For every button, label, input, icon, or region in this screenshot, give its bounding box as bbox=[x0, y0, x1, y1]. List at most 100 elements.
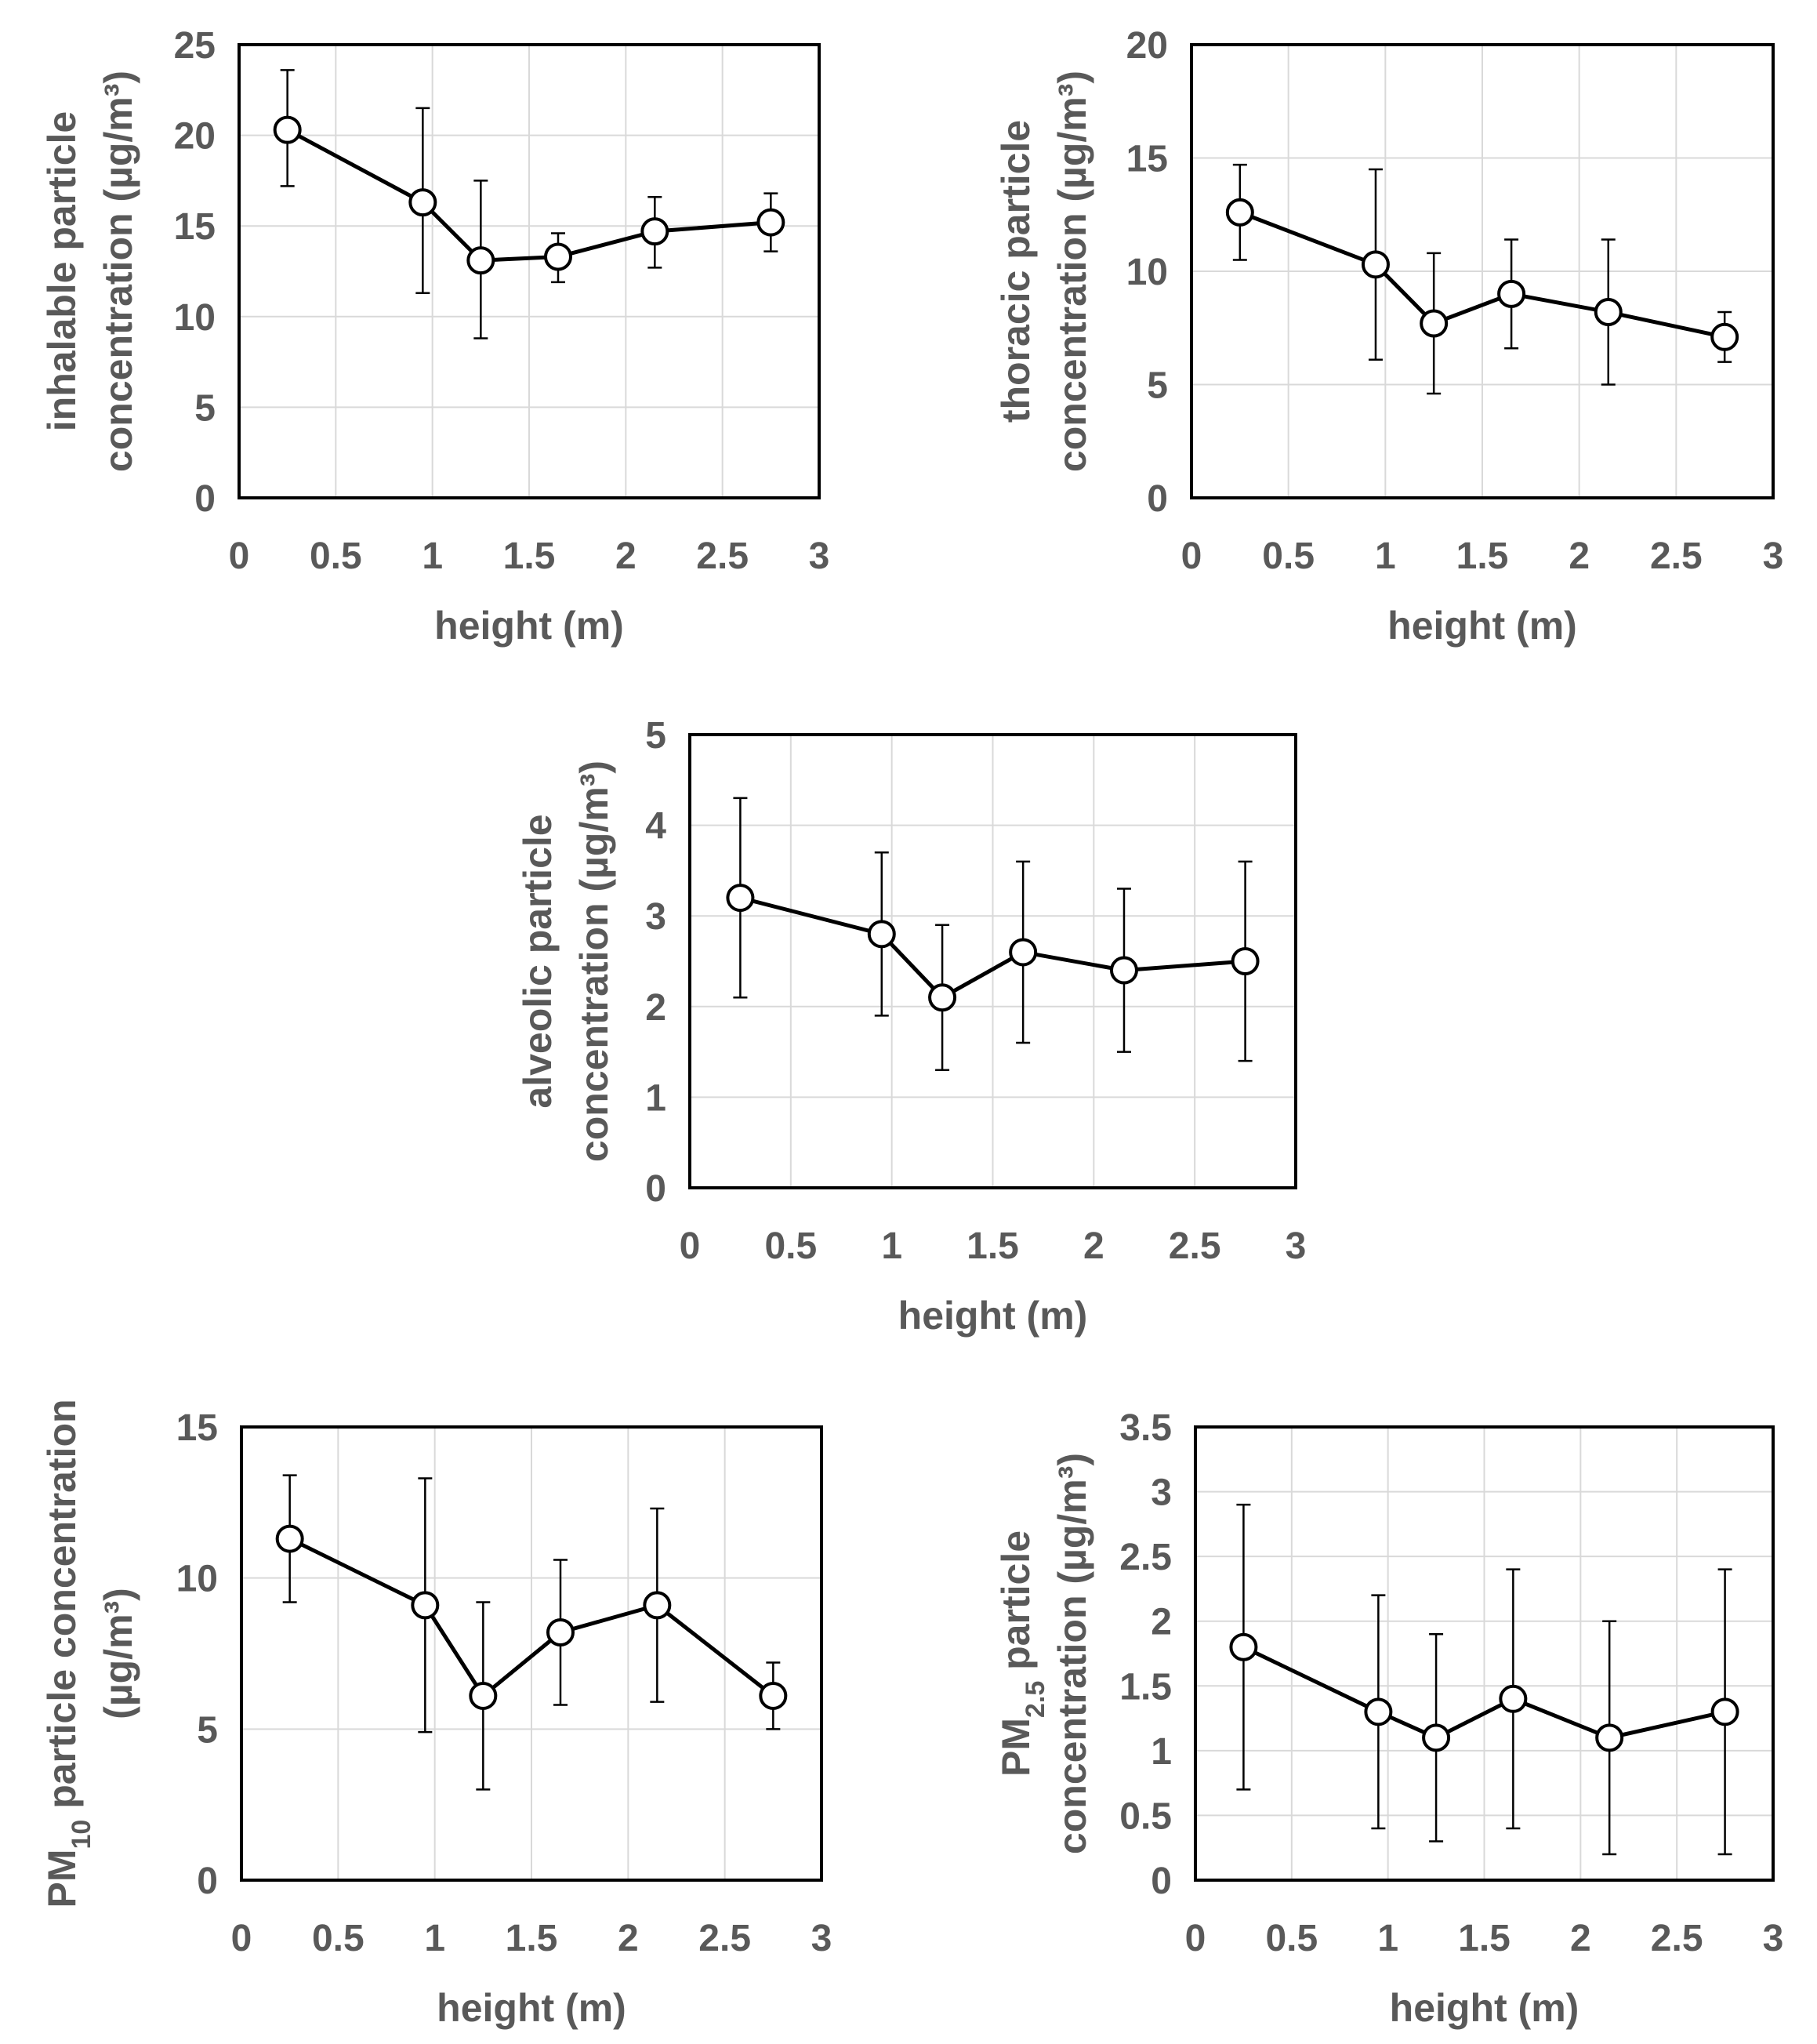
plot-frame bbox=[238, 43, 821, 499]
data-point bbox=[466, 246, 495, 275]
x-tick-label: 1 bbox=[422, 536, 443, 577]
x-tick-label: 2 bbox=[1083, 1225, 1104, 1267]
x-tick-label: 2.5 bbox=[698, 1918, 751, 1959]
y-axis-title-line: concentration (µg/m³) bbox=[96, 71, 140, 472]
y-tick-label: 5 bbox=[1147, 365, 1168, 407]
data-point bbox=[1231, 947, 1260, 975]
y-tick-label: 10 bbox=[1126, 252, 1168, 293]
y-tick-label: 5 bbox=[194, 387, 216, 429]
series-line bbox=[1242, 1645, 1726, 1741]
x-tick-label: 0.5 bbox=[310, 536, 362, 577]
x-axis-title: height (m) bbox=[1387, 604, 1577, 648]
x-axis-title: height (m) bbox=[898, 1294, 1088, 1338]
data-point bbox=[1225, 198, 1254, 227]
y-axis-title-line: (µg/m³) bbox=[96, 1588, 140, 1719]
y-tick-label: 10 bbox=[176, 1559, 218, 1600]
x-tick-label: 0.5 bbox=[1265, 1918, 1318, 1959]
plot-frame bbox=[240, 1425, 823, 1882]
data-point bbox=[867, 920, 896, 949]
y-tick-label: 2 bbox=[645, 987, 666, 1029]
data-point bbox=[759, 1681, 788, 1710]
plot-frame bbox=[1194, 1425, 1775, 1882]
y-axis-title-line: concentration (µg/m³) bbox=[572, 761, 616, 1162]
x-tick-label: 0 bbox=[1185, 1918, 1206, 1959]
x-tick-label: 3 bbox=[809, 536, 830, 577]
x-tick-label: 0 bbox=[229, 536, 250, 577]
data-point bbox=[1109, 956, 1138, 985]
inhalable-chart: 0 0.5 1 1.5 2 2.5 3 0 5 10 15 20 25 height (m) inhalab… bbox=[40, 25, 829, 648]
data-point bbox=[1420, 309, 1449, 338]
x-tick-label: 2 bbox=[618, 1918, 639, 1959]
x-axis-title: height (m) bbox=[1390, 1986, 1579, 2030]
x-tick-label: 1.5 bbox=[1456, 536, 1509, 577]
data-point bbox=[756, 208, 785, 237]
data-point bbox=[640, 217, 669, 246]
y-tick-label: 15 bbox=[176, 1407, 218, 1449]
x-tick-label: 1.5 bbox=[506, 1918, 558, 1959]
y-tick-label: 0.5 bbox=[1119, 1795, 1172, 1837]
data-point bbox=[408, 188, 437, 217]
y-tick-label: 20 bbox=[1126, 25, 1168, 67]
y-axis-title-line: concentration (µg/m³) bbox=[1050, 1453, 1094, 1854]
y-tick-label: 5 bbox=[197, 1709, 218, 1751]
y-tick-label: 3 bbox=[645, 896, 666, 938]
y-axis-title-line: PM2.5 particle bbox=[994, 1530, 1050, 1777]
y-tick-label: 25 bbox=[174, 25, 216, 67]
x-tick-label: 3 bbox=[1763, 536, 1784, 577]
y-tick-label: 3.5 bbox=[1119, 1407, 1172, 1449]
y-tick-label: 15 bbox=[1126, 139, 1168, 180]
y-axis-title-line: PM10 particle concentration bbox=[40, 1399, 96, 1908]
data-point bbox=[726, 884, 755, 913]
y-axis-title-line: thoracic particle bbox=[994, 120, 1038, 423]
series-line bbox=[739, 895, 1246, 1000]
x-tick-label: 1.5 bbox=[503, 536, 556, 577]
x-tick-label: 1.5 bbox=[1458, 1918, 1511, 1959]
alveolic-chart: 0 0.5 1 1.5 2 2.5 3 0 1 2 3 4 5 height (m) alveolic pa… bbox=[516, 715, 1306, 1338]
y-axis-title-line: concentration (µg/m³) bbox=[1050, 71, 1094, 472]
data-point bbox=[1710, 322, 1739, 351]
y-tick-label: 20 bbox=[174, 116, 216, 158]
x-axis-title: height (m) bbox=[437, 1986, 626, 2030]
pm25-chart: 0 0.5 1 1.5 2 2.5 3 0 0.5 1 1.5 2 2.5 3 3.5 height (m) P… bbox=[994, 1407, 1783, 2030]
plot-frame bbox=[688, 733, 1297, 1189]
x-tick-label: 2.5 bbox=[696, 536, 749, 577]
x-tick-label: 2 bbox=[615, 536, 636, 577]
y-axis-title-line: inhalable particle bbox=[40, 111, 84, 431]
x-tick-label: 0.5 bbox=[1262, 536, 1315, 577]
y-tick-label: 0 bbox=[645, 1168, 666, 1210]
y-axis-title-line: alveolic particle bbox=[516, 814, 560, 1108]
x-tick-label: 1 bbox=[424, 1918, 445, 1959]
data-point bbox=[1497, 279, 1526, 308]
x-tick-label: 0.5 bbox=[764, 1225, 817, 1267]
y-tick-label: 0 bbox=[194, 478, 216, 520]
x-tick-label: 0 bbox=[231, 1918, 252, 1959]
data-point bbox=[546, 1618, 575, 1647]
x-tick-label: 1 bbox=[1375, 536, 1396, 577]
y-tick-label: 15 bbox=[174, 206, 216, 248]
x-tick-label: 2.5 bbox=[1651, 1918, 1703, 1959]
y-tick-label: 0 bbox=[197, 1861, 218, 1902]
data-point bbox=[928, 983, 957, 1012]
y-tick-label: 1 bbox=[1151, 1731, 1172, 1773]
x-tick-label: 2 bbox=[1569, 536, 1590, 577]
data-point bbox=[544, 242, 572, 271]
y-tick-label: 1 bbox=[645, 1077, 666, 1119]
x-tick-label: 0 bbox=[680, 1225, 701, 1267]
x-tick-label: 0.5 bbox=[312, 1918, 364, 1959]
x-tick-label: 3 bbox=[1286, 1225, 1307, 1267]
data-point bbox=[1710, 1697, 1739, 1726]
thoracic-chart: 0 0.5 1 1.5 2 2.5 3 0 5 10 15 20 height (m) thoracic … bbox=[994, 25, 1783, 648]
data-point bbox=[1009, 938, 1038, 967]
x-tick-label: 2.5 bbox=[1650, 536, 1703, 577]
data-point bbox=[1229, 1632, 1258, 1661]
series-line bbox=[288, 1537, 774, 1699]
y-tick-label: 1.5 bbox=[1119, 1666, 1172, 1708]
data-point bbox=[1594, 298, 1623, 327]
x-tick-label: 3 bbox=[811, 1918, 832, 1959]
pm10-chart: 0 0.5 1 1.5 2 2.5 3 0 5 10 15 height (m) PM10 partic… bbox=[40, 1399, 832, 2030]
y-tick-label: 2 bbox=[1151, 1602, 1172, 1643]
x-axis-title: height (m) bbox=[434, 604, 624, 648]
data-point bbox=[1361, 250, 1390, 279]
y-tick-label: 5 bbox=[645, 715, 666, 757]
